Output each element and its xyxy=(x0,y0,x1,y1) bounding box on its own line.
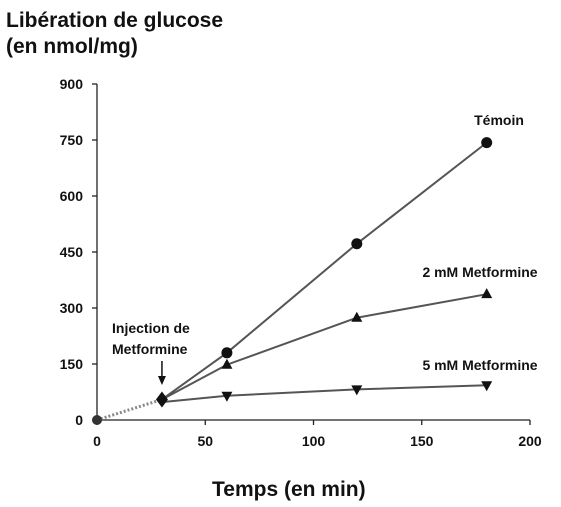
y-tick-label: 600 xyxy=(60,188,84,204)
y-tick-label: 750 xyxy=(60,132,84,148)
point-triangle-up xyxy=(481,288,493,299)
series-labels: Témoin 2 mM Metformine 5 mM Metformine xyxy=(422,112,537,373)
y-axis-title: Libération de glucose (en nmol/mg) xyxy=(6,8,223,60)
y-tick-label: 900 xyxy=(60,76,84,92)
x-tick-label: 150 xyxy=(410,433,434,449)
annotation-arrow-head xyxy=(157,376,166,385)
annotation-line-2: Metformine xyxy=(112,341,188,357)
series-line xyxy=(161,293,487,401)
point-circle xyxy=(221,347,233,359)
y-tick-label: 0 xyxy=(75,412,83,428)
point-origin xyxy=(92,415,102,425)
point-triangle-down xyxy=(481,381,493,392)
y-axis-title-line-2: (en nmol/mg) xyxy=(6,35,138,58)
y-tick-label: 150 xyxy=(60,356,84,372)
x-tick-label: 200 xyxy=(518,433,542,449)
point-triangle-down xyxy=(351,385,363,396)
series-0 xyxy=(161,137,493,401)
point-circle xyxy=(351,238,363,250)
y-tick-label: 450 xyxy=(60,244,84,260)
x-axis-title: Temps (en min) xyxy=(212,478,366,501)
x-tick-label: 0 xyxy=(93,433,101,449)
series-1 xyxy=(161,288,493,401)
annotation-line-1: Injection de xyxy=(112,320,190,336)
series-line xyxy=(161,141,488,401)
baseline-line xyxy=(96,398,163,422)
x-tick-label: 100 xyxy=(302,433,326,449)
series-label: 5 mM Metformine xyxy=(422,357,537,373)
point-triangle-down xyxy=(221,391,233,402)
point-circle xyxy=(481,137,493,149)
y-axis-title-line-1: Libération de glucose xyxy=(6,9,224,32)
series-group xyxy=(155,137,493,408)
point-triangle-up xyxy=(351,311,363,322)
injection-annotation: Injection de Metformine xyxy=(112,320,190,385)
series-line xyxy=(161,384,487,404)
x-tick-label: 50 xyxy=(197,433,213,449)
series-2 xyxy=(161,381,493,404)
baseline-segment xyxy=(92,398,163,425)
y-tick-label: 300 xyxy=(60,300,84,316)
point-triangle-up xyxy=(221,358,233,369)
series-label: Témoin xyxy=(474,112,524,128)
series-label: 2 mM Metformine xyxy=(422,264,537,280)
point-injection xyxy=(155,391,168,408)
